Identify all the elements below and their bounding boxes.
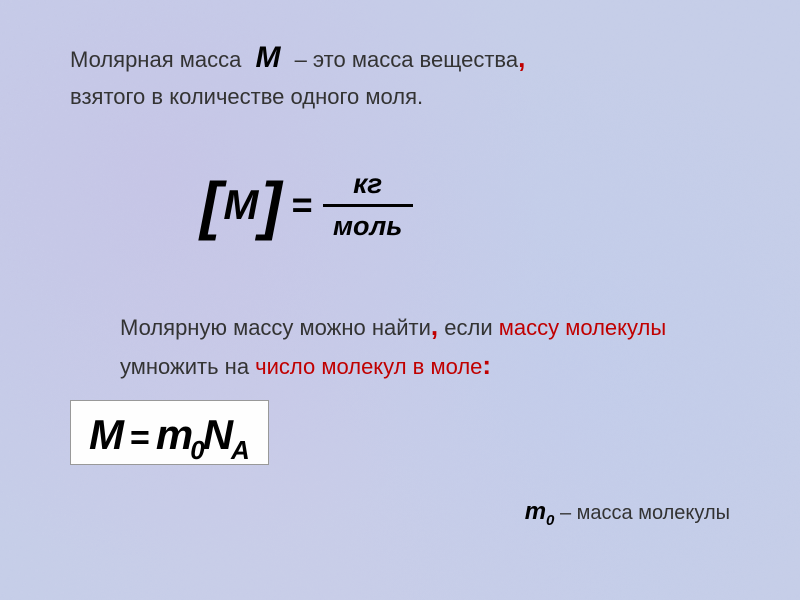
numerator: кг — [353, 168, 382, 204]
f2-big-m: М — [89, 411, 124, 459]
formula-main: М = m 0 N A — [89, 411, 250, 459]
explanation-text: Молярную массу можно найти, если массу м… — [120, 307, 740, 385]
def-part2: – это масса вещества — [295, 47, 519, 72]
red-comma-1: , — [518, 43, 525, 73]
legend-m: m — [525, 498, 546, 525]
red-colon: : — [482, 350, 491, 380]
bracket-left: [ — [200, 173, 221, 237]
legend: m0 – масса молекулы — [525, 498, 730, 526]
formula-units: [ М ] = кг моль — [200, 168, 740, 242]
f2-equals: = — [124, 419, 156, 458]
f2-small-m: m — [156, 411, 193, 459]
exp-part2: если — [438, 315, 499, 340]
def-part1: Молярная масса — [70, 47, 241, 72]
def-part3: взятого в количестве одного моля. — [70, 84, 423, 109]
legend-dash: – — [560, 502, 577, 524]
formula1-m: М — [221, 181, 260, 229]
denominator: моль — [333, 207, 402, 242]
definition-text: Молярная масса М – это масса вещества, в… — [70, 35, 740, 113]
formula-box: М = m 0 N A — [70, 400, 269, 465]
f2-n: N — [203, 411, 233, 459]
exp-part1: Молярную массу можно найти — [120, 315, 431, 340]
legend-text: масса молекулы — [577, 502, 730, 524]
exp-red2: число молекул в моле — [255, 354, 482, 379]
formula1-equals: = — [282, 184, 323, 226]
fraction: кг моль — [323, 168, 413, 242]
bracket-right: ] — [260, 173, 281, 237]
def-symbol-m: М — [247, 41, 288, 74]
f2-sub-a: A — [231, 435, 250, 466]
f2-sub-zero: 0 — [190, 435, 204, 466]
exp-red1: массу молекулы — [499, 315, 666, 340]
exp-part3: умножить на — [120, 354, 255, 379]
legend-sub0: 0 — [546, 512, 554, 529]
